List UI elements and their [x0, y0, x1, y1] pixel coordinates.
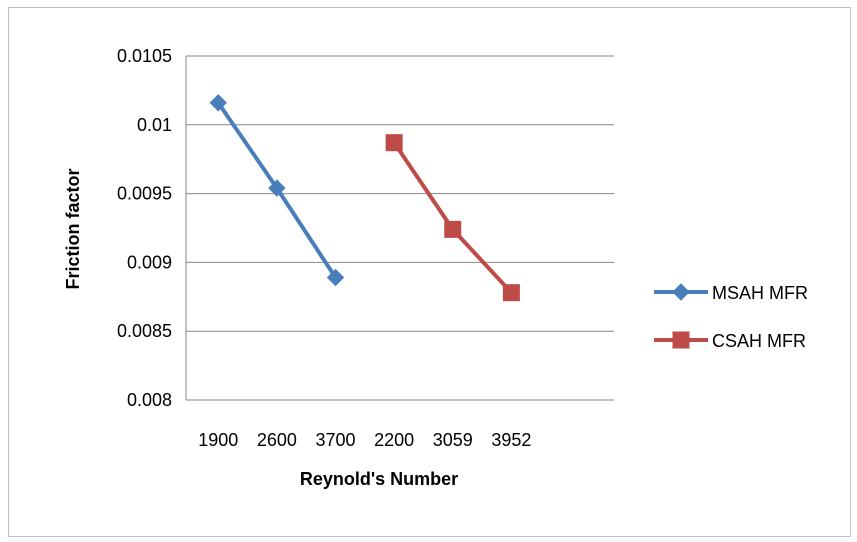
data-point-1-1 [444, 220, 462, 238]
x-tick-label-0: 1900 [198, 430, 238, 450]
x-tick-label-3: 2200 [374, 430, 414, 450]
y-tick-label-4: 0.01 [137, 115, 172, 135]
chart-frame [8, 7, 851, 537]
data-point-0-1 [268, 179, 286, 197]
data-point-1-0 [385, 134, 403, 152]
x-tick-label-1: 2600 [257, 430, 297, 450]
data-point-0-0 [209, 94, 227, 112]
x-axis-title: Reynold's Number [300, 469, 458, 489]
data-point-1-2 [502, 284, 520, 302]
legend: MSAH MFR CSAH MFR [654, 283, 808, 351]
legend-entry-1: CSAH MFR [654, 331, 806, 351]
legend-label-1: CSAH MFR [712, 331, 806, 351]
y-tick-label-1: 0.0085 [117, 321, 172, 341]
series-0 [209, 94, 345, 287]
y-tick-labels: 0.008 0.0085 0.009 0.0095 0.01 0.0105 [117, 46, 172, 410]
series-1 [385, 134, 520, 302]
gridlines [185, 55, 614, 401]
data-point-0-2 [326, 268, 345, 287]
x-tick-labels: 1900 2600 3700 2200 3059 3952 [198, 430, 531, 450]
series-layer [209, 94, 520, 302]
series-line-1 [392, 140, 514, 295]
x-tick-label-4: 3059 [433, 430, 473, 450]
y-axis-title: Friction factor [63, 168, 83, 289]
y-tick-label-2: 0.009 [127, 252, 172, 272]
legend-label-0: MSAH MFR [712, 283, 808, 303]
x-tick-label-2: 3700 [315, 430, 355, 450]
legend-marker-1 [672, 331, 690, 349]
x-tick-label-5: 3952 [491, 430, 531, 450]
y-tick-label-3: 0.0095 [117, 184, 172, 204]
y-tick-label-0: 0.008 [127, 390, 172, 410]
legend-marker-0 [672, 283, 690, 301]
y-tick-label-5: 0.0105 [117, 46, 172, 66]
legend-entry-0: MSAH MFR [654, 283, 808, 303]
